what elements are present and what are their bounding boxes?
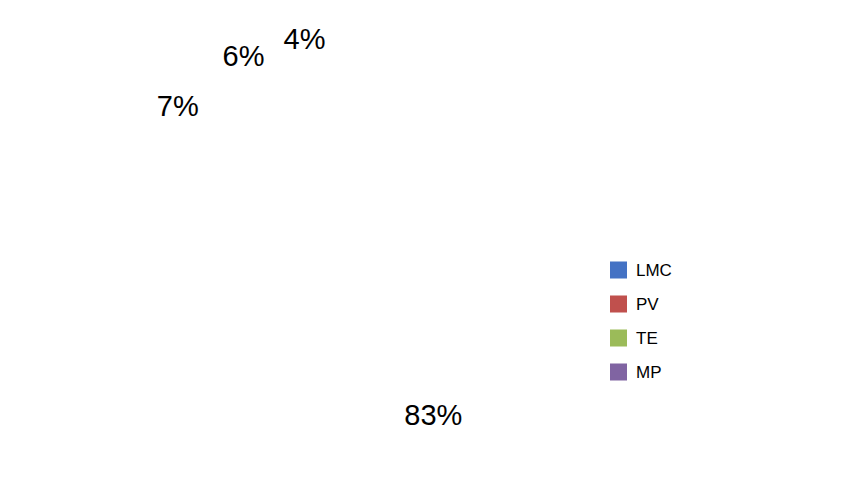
data-label: 7% [157, 90, 199, 122]
legend-swatch [610, 330, 627, 347]
data-label: 6% [223, 40, 265, 72]
legend-swatch [610, 364, 627, 381]
legend: LMC PV TE MP [610, 261, 672, 382]
pie-slice [295, 100, 330, 240]
legend-label: TE [636, 329, 658, 348]
legend-swatch [610, 262, 627, 279]
data-label: 4% [284, 23, 326, 55]
chart-container: 83% 7% 6% 4% LMC PV TE MP [0, 0, 857, 480]
legend-label: MP [636, 363, 662, 382]
data-labels: 83% 7% 6% 4% [157, 23, 463, 431]
chart: 83% 7% 6% 4% LMC PV TE MP [0, 0, 857, 480]
pie [190, 100, 470, 380]
legend-label: PV [636, 295, 659, 314]
legend-label: LMC [636, 261, 672, 280]
pie-slice [190, 100, 470, 380]
legend-swatch [610, 296, 627, 313]
data-label: 83% [404, 399, 462, 431]
background [0, 0, 857, 480]
